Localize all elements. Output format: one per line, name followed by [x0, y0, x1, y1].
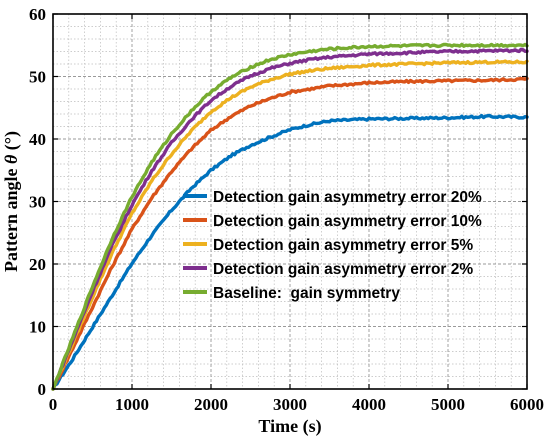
y-axis-label: Pattern angle θ (°)	[1, 131, 22, 272]
x-tick-label: 3000	[273, 395, 307, 414]
y-tick-label: 40	[29, 130, 46, 149]
y-tick-label: 10	[29, 318, 46, 337]
y-axis-label-prefix: Pattern angle	[1, 164, 21, 272]
y-tick-label: 60	[29, 5, 46, 24]
x-tick-label: 1000	[115, 395, 149, 414]
x-tick-label: 5000	[431, 395, 465, 414]
y-tick-label: 0	[38, 380, 47, 399]
x-axis-label: Time (s)	[258, 416, 321, 437]
y-tick-label: 50	[29, 68, 46, 87]
x-tick-label: 4000	[352, 395, 386, 414]
y-axis-label-symbol: θ	[1, 154, 21, 164]
legend-label-5: Baseline: gain symmetry	[213, 285, 400, 302]
legend-label-4: Detection gain asymmetry error 2%	[213, 261, 473, 278]
series-line-1	[51, 113, 529, 391]
tick-layer: 0 1000 2000 3000 4000 5000 6000 0 10 20 30 40 50 60	[29, 5, 544, 414]
y-tick-label: 20	[29, 255, 46, 274]
series-line-2	[51, 76, 529, 391]
series-line-5	[51, 42, 529, 391]
legend-label-2: Detection gain asymmetry error 10%	[213, 213, 482, 230]
legend: Detection gain asymmetry error 20% Detect…	[183, 189, 482, 302]
series-line-3	[51, 59, 529, 391]
y-tick-label: 30	[29, 193, 46, 212]
y-axis-label-suffix: (°)	[1, 131, 22, 155]
series-line-4	[51, 47, 529, 391]
x-tick-label: 6000	[510, 395, 544, 414]
legend-label-1: Detection gain asymmetry error 20%	[213, 189, 482, 206]
x-tick-label: 0	[49, 395, 58, 414]
legend-label-3: Detection gain asymmetry error 5%	[213, 237, 473, 254]
series-layer	[51, 42, 529, 391]
x-tick-label: 2000	[194, 395, 228, 414]
